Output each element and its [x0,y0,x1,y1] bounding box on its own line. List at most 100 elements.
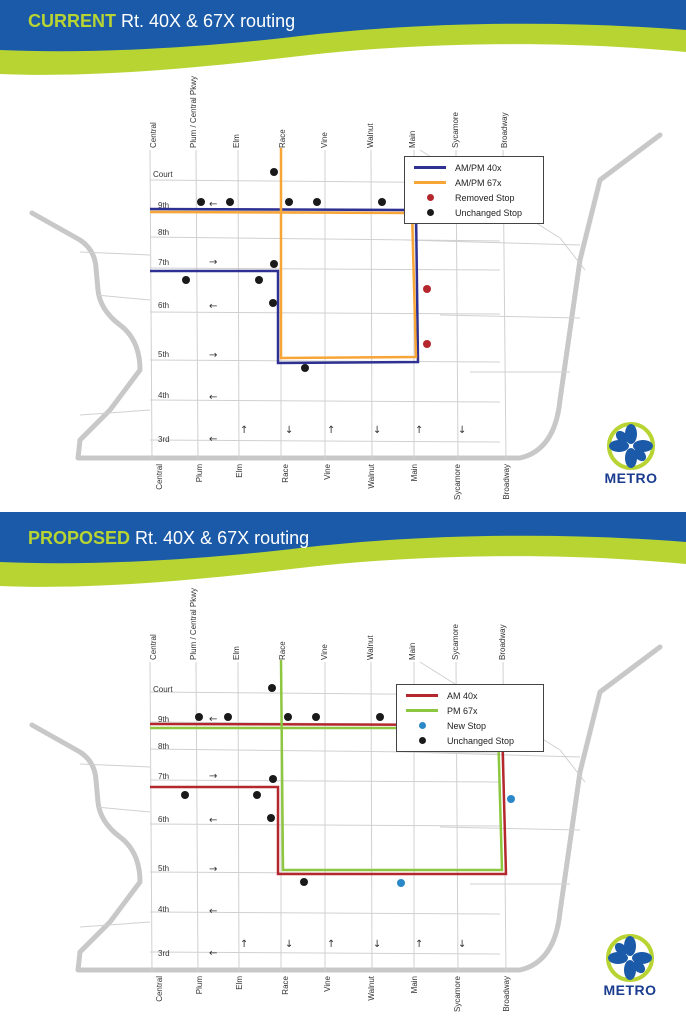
metro-logo: METRO [598,420,664,486]
up-arrow-icon: ↑ [415,939,423,950]
street-label-court: Court [153,170,173,179]
unchanged-stop [313,198,321,206]
street-label-8th: 8th [158,742,169,751]
legend-item: PM 67x [403,703,537,718]
street-label-court: Court [153,685,173,694]
removed-stop [423,340,431,348]
unchanged-stop [269,299,277,307]
street-label-broadway-bottom: Broadway [502,464,511,500]
street-label-9th: 9th [158,715,169,724]
up-arrow-icon: ↑ [240,425,248,436]
down-arrow-icon: ↓ [285,425,293,436]
unchanged-stop [378,198,386,206]
unchanged-stop [284,713,292,721]
street-label-elm-bottom: Elm [235,464,244,478]
street-label-9th: 9th [158,201,169,210]
street-label-main-bottom: Main [410,976,419,993]
unchanged-stop [312,713,320,721]
unchanged-stop [376,713,384,721]
panel-title: PROPOSED Rt. 40X & 67X routing [28,528,310,548]
street-label-6th: 6th [158,815,169,824]
metro-logo-icon [606,934,654,982]
route-map: Central Plum / Central Pkwy Elm Race Vin… [29,588,663,1012]
street-label-vine-bottom: Vine [323,975,332,991]
unchanged-stop [253,791,261,799]
down-arrow-icon: ↓ [458,939,466,950]
street-label-vine: Vine [320,644,329,660]
unchanged-stop [195,713,203,721]
left-arrow-icon: ← [209,948,217,959]
street-label-8th: 8th [158,228,169,237]
street-label-3rd: 3rd [158,435,170,444]
street-label-5th: 5th [158,864,169,873]
unchanged-stop [267,814,275,822]
street-label-elm: Elm [232,646,241,660]
street-label-vine: Vine [320,132,329,148]
street-label-plum-bottom: Plum [195,976,204,995]
left-arrow-icon: ← [209,301,217,312]
up-arrow-icon: ↑ [415,425,423,436]
legend-item: AM 40x [403,688,537,703]
street-label-vine-bottom: Vine [323,463,332,479]
left-arrow-icon: ← [209,392,217,403]
map-legend: AM 40x PM 67x New Stop Unchanged Stop [396,684,544,752]
street-label-central: Central [149,634,158,660]
unchanged-stop [255,276,263,284]
unchanged-stop [301,364,309,372]
street-label-main: Main [408,643,417,660]
route-map: Central Plum / Central Pkwy Elm Race Vin… [29,76,663,500]
left-arrow-icon: ← [209,434,217,445]
header-banner [0,0,686,75]
street-label-central: Central [149,122,158,148]
street-label-broadway: Broadway [500,112,509,148]
up-arrow-icon: ↑ [327,425,335,436]
right-arrow-icon: → [209,864,217,875]
street-label-race: Race [278,641,287,660]
street-label-walnut-bottom: Walnut [367,975,376,1000]
down-arrow-icon: ↓ [373,425,381,436]
legend-item: AM/PM 40x [411,160,537,175]
down-arrow-icon: ↓ [285,939,293,950]
left-arrow-icon: ← [209,714,217,725]
street-label-6th: 6th [158,301,169,310]
right-arrow-icon: → [209,257,217,268]
street-label-broadway: Broadway [498,624,507,660]
street-label-walnut: Walnut [366,123,375,148]
street-label-race: Race [278,129,287,148]
unchanged-stop [224,713,232,721]
street-label-elm-bottom: Elm [235,976,244,990]
street-label-plum-bottom: Plum [195,464,204,483]
legend-item: Unchanged Stop [403,733,537,748]
street-label-sycamore-bottom: Sycamore [453,975,462,1012]
street-label-walnut: Walnut [366,635,375,660]
map-legend: AM/PM 40x AM/PM 67x Removed Stop Unchang… [404,156,544,224]
legend-item: Removed Stop [411,190,537,205]
street-label-race-bottom: Race [281,975,290,994]
street-label-4th: 4th [158,905,169,914]
left-arrow-icon: ← [209,199,217,210]
metro-logo-icon [607,422,655,470]
down-arrow-icon: ↓ [373,939,381,950]
legend-item: New Stop [403,718,537,733]
up-arrow-icon: ↑ [240,939,248,950]
left-arrow-icon: ← [209,815,217,826]
street-label-elm: Elm [232,134,241,148]
proposed-routing-panel: PROPOSED Rt. 40X & 67X routing [0,512,686,1024]
left-arrow-icon: ← [209,906,217,917]
city-boundary [29,644,663,973]
route-pm-67x [150,659,504,872]
street-label-5th: 5th [158,350,169,359]
unchanged-stop [269,775,277,783]
unchanged-stop [285,198,293,206]
right-arrow-icon: → [209,771,217,782]
street-label-4th: 4th [158,391,169,400]
unchanged-stop [270,168,278,176]
new-stop [397,879,405,887]
unchanged-stop [197,198,205,206]
street-label-broadway-bottom: Broadway [502,976,511,1012]
removed-stop [423,285,431,293]
unchanged-stop [181,791,189,799]
panel-title: CURRENT Rt. 40X & 67X routing [28,11,296,31]
street-label-main: Main [408,131,417,148]
route-67x [149,148,418,360]
